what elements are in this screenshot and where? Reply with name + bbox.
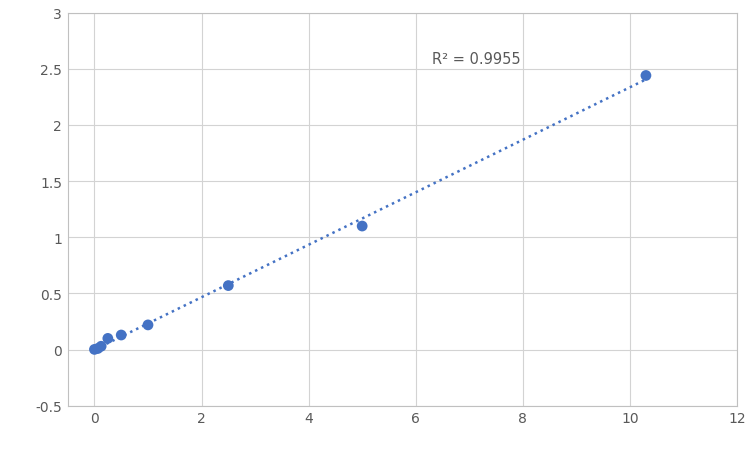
Point <box>640 73 652 80</box>
Point <box>142 322 154 329</box>
Point <box>95 343 108 350</box>
Point <box>115 331 127 339</box>
Point <box>89 346 101 353</box>
Text: R² = 0.9955: R² = 0.9955 <box>432 52 520 67</box>
Point <box>223 282 235 290</box>
Point <box>92 345 104 352</box>
Point <box>356 223 368 230</box>
Point <box>102 335 114 342</box>
